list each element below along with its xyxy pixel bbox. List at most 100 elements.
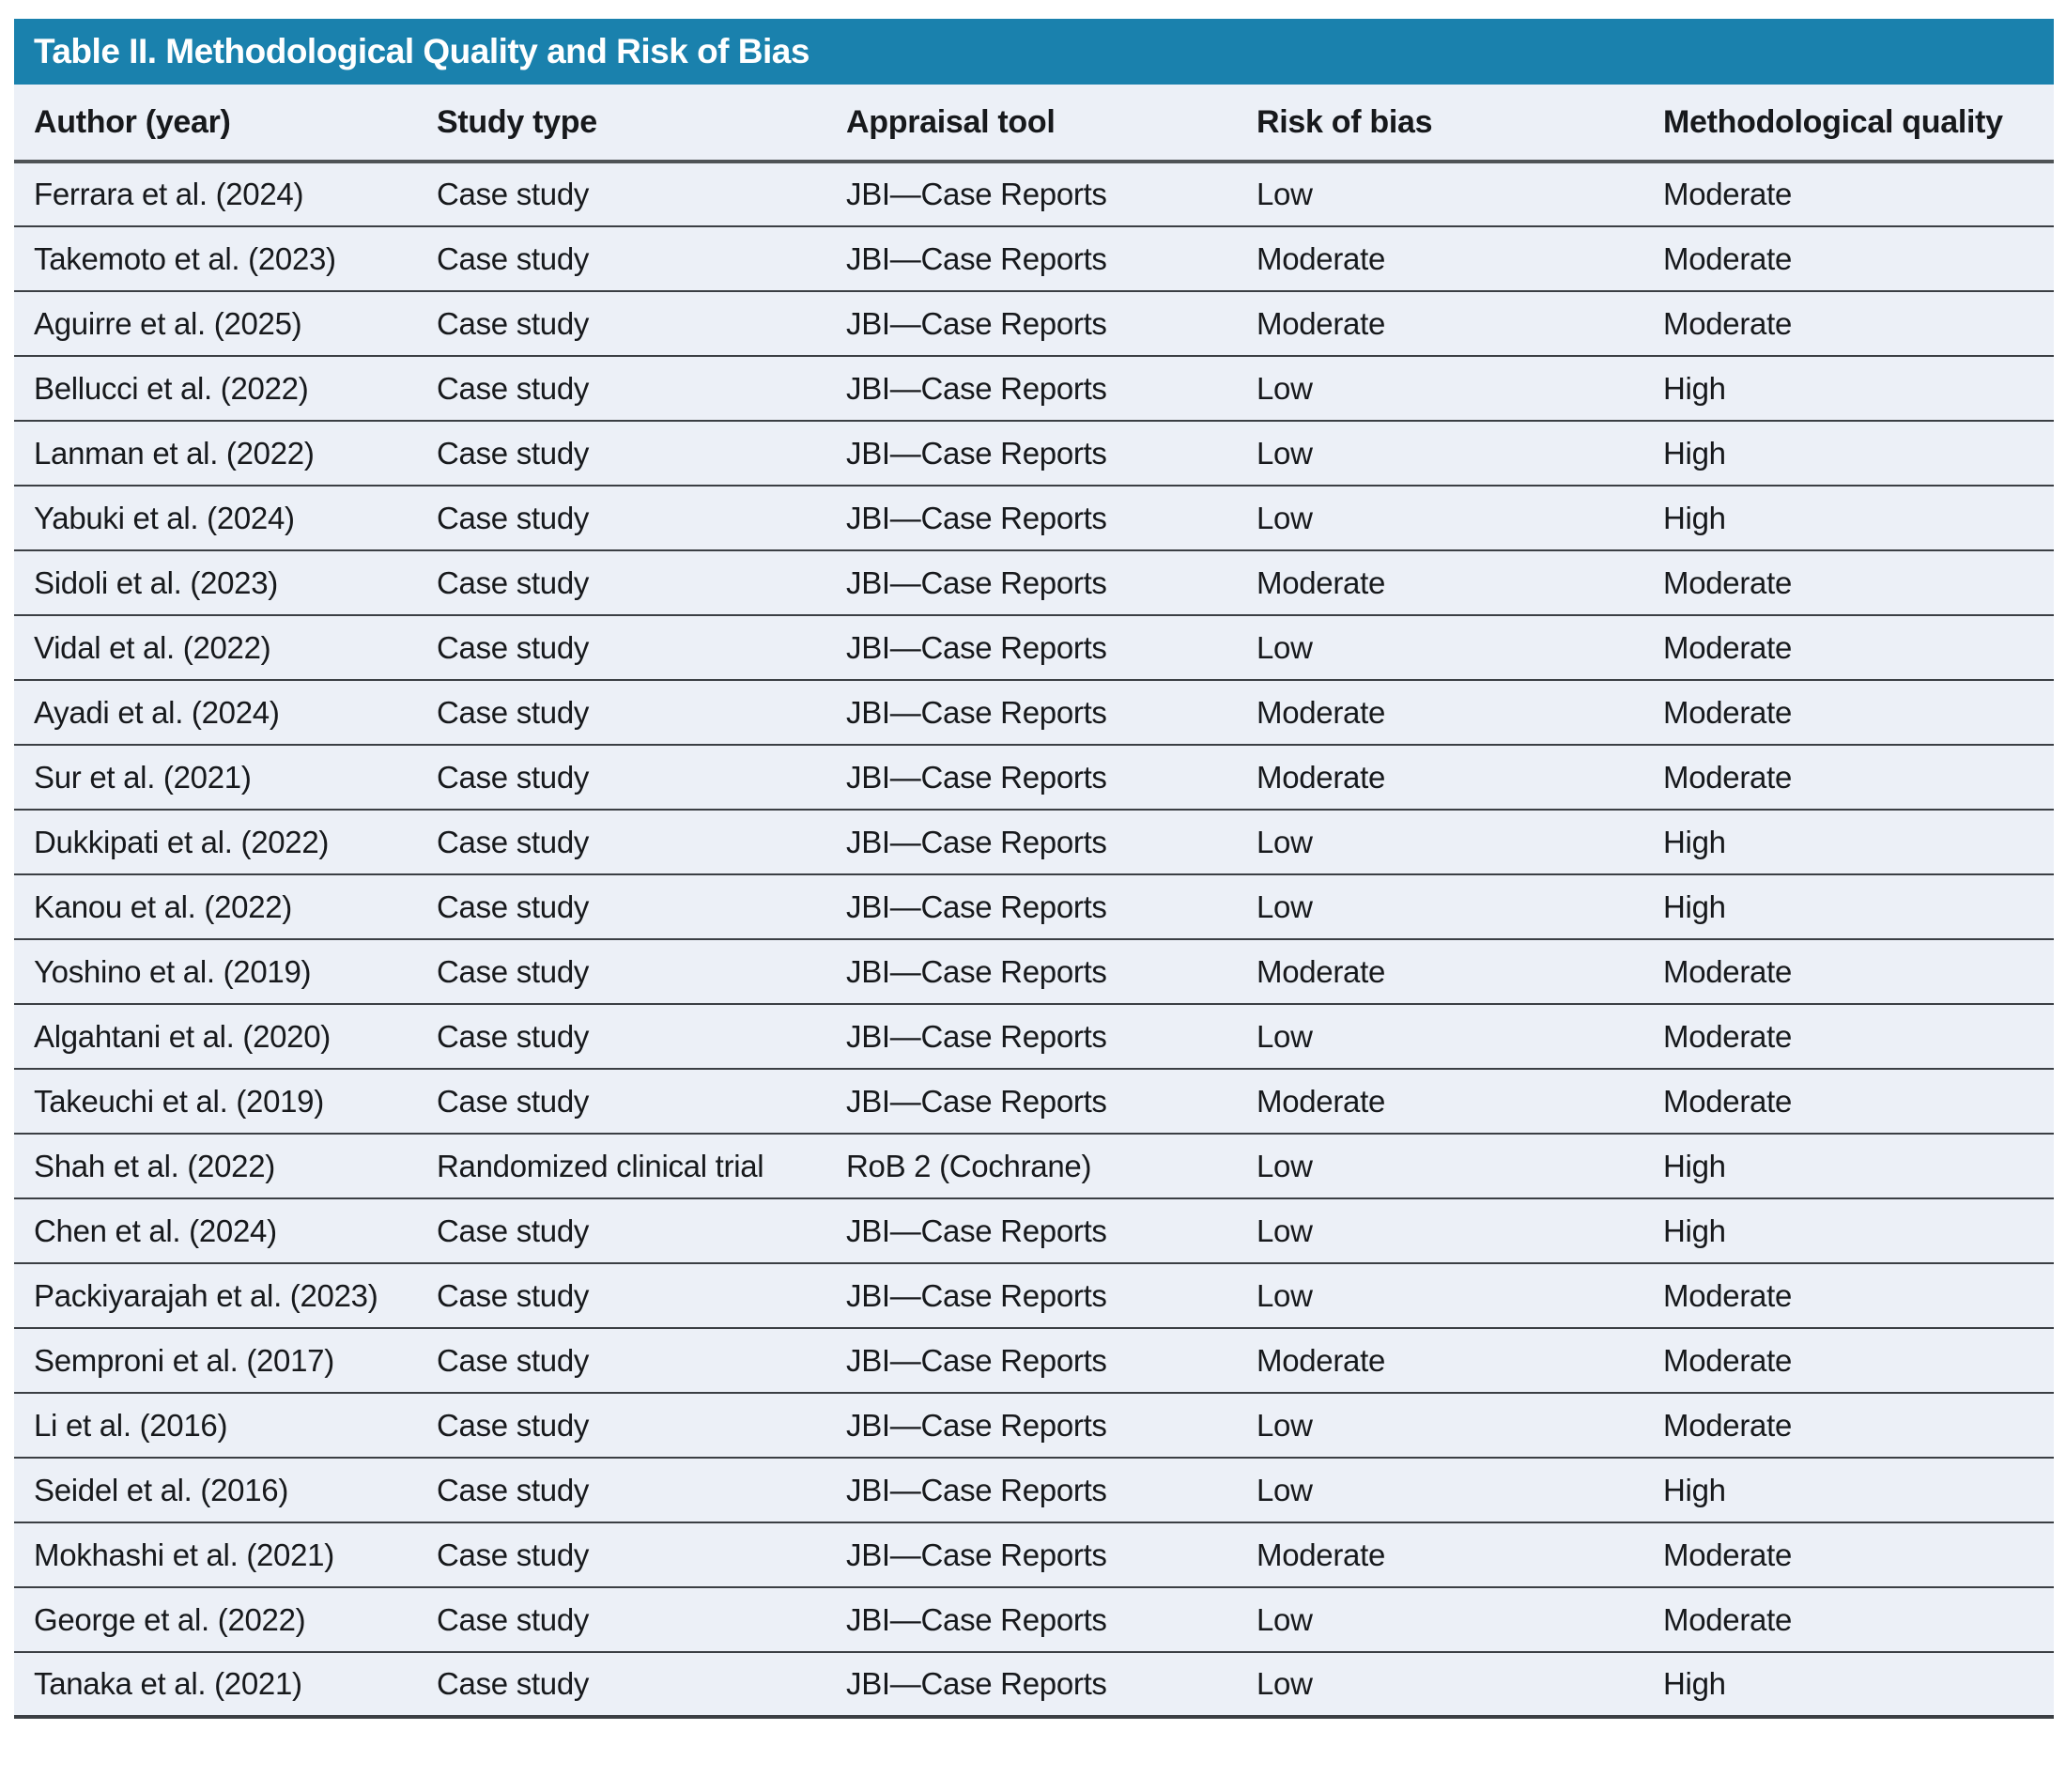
cell-author: Ferrara et al. (2024): [34, 177, 304, 211]
cell-appraisal-tool: JBI—Case Reports: [829, 873, 1237, 939]
cell-appraisal-tool: JBI—Case Reports: [829, 355, 1237, 421]
cell-appraisal-tool: JBI—Case Reports: [829, 1262, 1237, 1328]
cell-author: Packiyarajah et al. (2023): [14, 1262, 422, 1328]
cell-author: Semproni et al. (2017): [14, 1327, 422, 1393]
cell-risk-of-bias: Low: [1257, 177, 1313, 211]
cell-methodological-quality: Moderate: [1644, 1003, 2054, 1069]
cell-risk-of-bias: Low: [1237, 614, 1644, 680]
cell-study-type: Case study: [422, 420, 829, 486]
cell-study-type: Case study: [422, 290, 829, 356]
cell-author: Vidal et al. (2022): [14, 614, 422, 680]
cell-risk-of-bias: Moderate: [1237, 290, 1644, 356]
cell-study-type: Case study: [422, 549, 829, 615]
table-body: Ferrara et al. (2024) Case study JBI—Case …: [14, 162, 2054, 1717]
cell-author: Chen et al. (2024): [14, 1197, 422, 1263]
cell-study-type: Case study: [422, 744, 829, 810]
table-row: Vidal et al. (2022) Case study JBI—Case Re…: [14, 614, 2054, 680]
cell-study-type: Case study: [422, 485, 829, 550]
cell-study-type: Case study: [422, 1068, 829, 1134]
cell-author: Seidel et al. (2016): [14, 1457, 422, 1522]
cell-appraisal-tool: JBI—Case Reports: [829, 420, 1237, 486]
cell-risk-of-bias: Moderate: [1237, 225, 1644, 291]
cell-study-type: Case study: [422, 1197, 829, 1263]
cell-study-type: Case study: [422, 679, 829, 745]
cell-appraisal-tool: JBI—Case Reports: [829, 1197, 1237, 1263]
table-title-bar: Table II. Methodological Quality and Ris…: [14, 19, 2054, 85]
cell-methodological-quality: Moderate: [1644, 938, 2054, 1004]
cell-risk-of-bias: Low: [1237, 1457, 1644, 1522]
cell-author: Tanaka et al. (2021): [14, 1651, 422, 1717]
cell-risk-of-bias: Moderate: [1237, 1068, 1644, 1134]
cell-appraisal-tool: JBI—Case Reports: [846, 177, 1107, 211]
cell-appraisal-tool: JBI—Case Reports: [829, 744, 1237, 810]
cell-risk-of-bias: Low: [1237, 1586, 1644, 1652]
table-row: Chen et al. (2024) Case study JBI—Case Rep…: [14, 1197, 2054, 1263]
cell-risk-of-bias: Moderate: [1237, 1327, 1644, 1393]
cell-methodological-quality: High: [1644, 485, 2054, 550]
table-row: Ayadi et al. (2024) Case study JBI—Case Re…: [14, 679, 2054, 745]
cell-author: Lanman et al. (2022): [14, 420, 422, 486]
cell-methodological-quality: Moderate: [1644, 549, 2054, 615]
header-row: Author (year) Study type Appraisal tool Ris…: [14, 85, 2054, 163]
cell-appraisal-tool: JBI—Case Reports: [829, 225, 1237, 291]
cell-author: Mokhashi et al. (2021): [14, 1522, 422, 1587]
cell-appraisal-tool: JBI—Case Reports: [829, 809, 1237, 874]
table-header: Author (year) Study type Appraisal tool Ris…: [14, 85, 2054, 163]
cell-methodological-quality: Moderate: [1644, 679, 2054, 745]
table-row: Algahtani et al. (2020) Case study JBI—Cas…: [14, 1003, 2054, 1069]
cell-appraisal-tool: JBI—Case Reports: [829, 1003, 1237, 1069]
cell-author: Takemoto et al. (2023): [14, 225, 422, 291]
cell-author: Sidoli et al. (2023): [14, 549, 422, 615]
cell-study-type: Case study: [422, 1262, 829, 1328]
cell-risk-of-bias: Moderate: [1237, 549, 1644, 615]
cell-appraisal-tool: JBI—Case Reports: [829, 679, 1237, 745]
cell-study-type: Case study: [437, 177, 590, 211]
table-title: Table II. Methodological Quality and Ris…: [34, 32, 809, 70]
cell-methodological-quality: High: [1644, 1457, 2054, 1522]
cell-appraisal-tool: JBI—Case Reports: [829, 290, 1237, 356]
cell-risk-of-bias: Moderate: [1237, 679, 1644, 745]
table-row: Semproni et al. (2017) Case study JBI—Case…: [14, 1327, 2054, 1393]
table-row: Takeuchi et al. (2019) Case study JBI—Case…: [14, 1068, 2054, 1134]
cell-study-type: Case study: [422, 1522, 829, 1587]
cell-author: Yabuki et al. (2024): [14, 485, 422, 550]
quality-risk-table: Author (year) Study type Appraisal tool Ris…: [14, 85, 2054, 1719]
cell-risk-of-bias: Low: [1237, 873, 1644, 939]
cell-methodological-quality: High: [1644, 1651, 2054, 1717]
table-row: Tanaka et al. (2021) Case study JBI—Case R…: [14, 1651, 2054, 1717]
cell-risk-of-bias: Low: [1237, 809, 1644, 874]
cell-author: George et al. (2022): [14, 1586, 422, 1652]
cell-risk-of-bias: Low: [1237, 485, 1644, 550]
table-row: Mokhashi et al. (2021) Case study JBI—Case…: [14, 1522, 2054, 1587]
cell-methodological-quality: Moderate: [1644, 1327, 2054, 1393]
cell-methodological-quality: High: [1644, 355, 2054, 421]
column-header-author-year: Author (year): [14, 85, 422, 163]
table-row: George et al. (2022) Case study JBI—Case R…: [14, 1586, 2054, 1652]
table-row: Yoshino et al. (2019) Case study JBI—Case …: [14, 938, 2054, 1004]
cell-study-type: Case study: [422, 355, 829, 421]
cell-appraisal-tool: JBI—Case Reports: [829, 1392, 1237, 1458]
cell-methodological-quality: High: [1644, 1133, 2054, 1198]
cell-methodological-quality: Moderate: [1644, 744, 2054, 810]
cell-methodological-quality: Moderate: [1644, 1586, 2054, 1652]
cell-study-type: Case study: [422, 938, 829, 1004]
cell-appraisal-tool: JBI—Case Reports: [829, 938, 1237, 1004]
cell-appraisal-tool: JBI—Case Reports: [829, 1327, 1237, 1393]
cell-appraisal-tool: JBI—Case Reports: [829, 1457, 1237, 1522]
cell-risk-of-bias: Moderate: [1237, 938, 1644, 1004]
cell-study-type: Case study: [422, 873, 829, 939]
cell-study-type: Case study: [422, 809, 829, 874]
cell-appraisal-tool: JBI—Case Reports: [829, 1586, 1237, 1652]
cell-risk-of-bias: Moderate: [1237, 744, 1644, 810]
cell-author: Ayadi et al. (2024): [14, 679, 422, 745]
cell-appraisal-tool: JBI—Case Reports: [829, 485, 1237, 550]
cell-risk-of-bias: Moderate: [1237, 1522, 1644, 1587]
table-row: Packiyarajah et al. (2023) Case study JBI—…: [14, 1262, 2054, 1328]
cell-appraisal-tool: JBI—Case Reports: [829, 1651, 1237, 1717]
cell-study-type: Case study: [422, 1457, 829, 1522]
column-header-appraisal-tool: Appraisal tool: [829, 85, 1237, 163]
cell-risk-of-bias: Low: [1237, 355, 1644, 421]
cell-author: Li et al. (2016): [14, 1392, 422, 1458]
table-row: Lanman et al. (2022) Case study JBI—Case R…: [14, 420, 2054, 486]
cell-study-type: Case study: [422, 1586, 829, 1652]
